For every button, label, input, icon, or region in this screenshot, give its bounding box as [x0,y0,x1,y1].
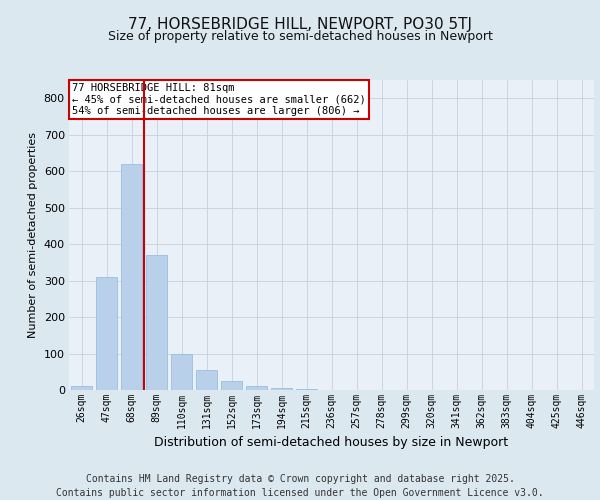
Text: Contains HM Land Registry data © Crown copyright and database right 2025.
Contai: Contains HM Land Registry data © Crown c… [56,474,544,498]
Bar [96,277,117,390]
Bar [171,354,192,390]
Bar [146,255,167,390]
Text: 77 HORSEBRIDGE HILL: 81sqm
← 45% of semi-detached houses are smaller (662)
54% o: 77 HORSEBRIDGE HILL: 81sqm ← 45% of semi… [71,83,365,116]
X-axis label: Distribution of semi-detached houses by size in Newport: Distribution of semi-detached houses by … [154,436,509,450]
Text: Size of property relative to semi-detached houses in Newport: Size of property relative to semi-detach… [107,30,493,43]
Bar [246,386,267,390]
Bar [196,370,217,390]
Text: 77, HORSEBRIDGE HILL, NEWPORT, PO30 5TJ: 77, HORSEBRIDGE HILL, NEWPORT, PO30 5TJ [128,18,472,32]
Bar [271,388,292,390]
Bar [221,381,242,390]
Bar [71,386,92,390]
Bar [121,164,142,390]
Y-axis label: Number of semi-detached properties: Number of semi-detached properties [28,132,38,338]
